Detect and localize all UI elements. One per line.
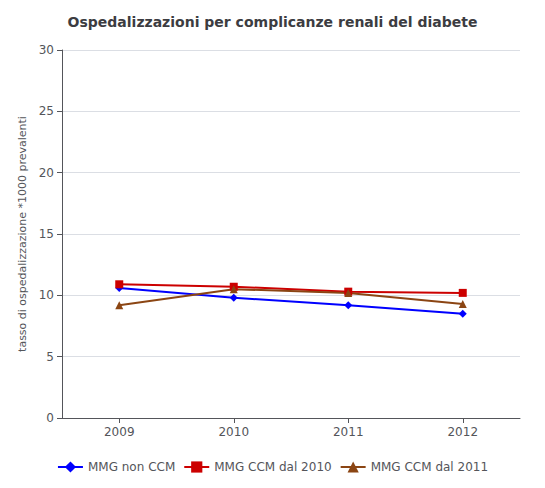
svg-text:10: 10 xyxy=(39,288,54,302)
svg-text:2010: 2010 xyxy=(218,425,249,439)
svg-text:5: 5 xyxy=(46,350,54,364)
svg-text:2012: 2012 xyxy=(447,425,478,439)
svg-text:25: 25 xyxy=(39,104,54,118)
svg-text:tasso di ospedalizzazione *100: tasso di ospedalizzazione *1000 prevalen… xyxy=(16,116,29,352)
svg-text:MMG non CCM: MMG non CCM xyxy=(88,460,175,474)
svg-text:20: 20 xyxy=(39,166,54,180)
svg-text:15: 15 xyxy=(39,227,54,241)
svg-text:MMG CCM dal 2011: MMG CCM dal 2011 xyxy=(371,460,488,474)
svg-text:Ospedalizzazioni per complican: Ospedalizzazioni per complicanze renali … xyxy=(68,14,478,30)
svg-text:2011: 2011 xyxy=(333,425,364,439)
svg-text:30: 30 xyxy=(39,43,54,57)
svg-text:0: 0 xyxy=(46,411,54,425)
svg-text:2009: 2009 xyxy=(104,425,135,439)
svg-text:MMG CCM dal 2010: MMG CCM dal 2010 xyxy=(214,460,331,474)
